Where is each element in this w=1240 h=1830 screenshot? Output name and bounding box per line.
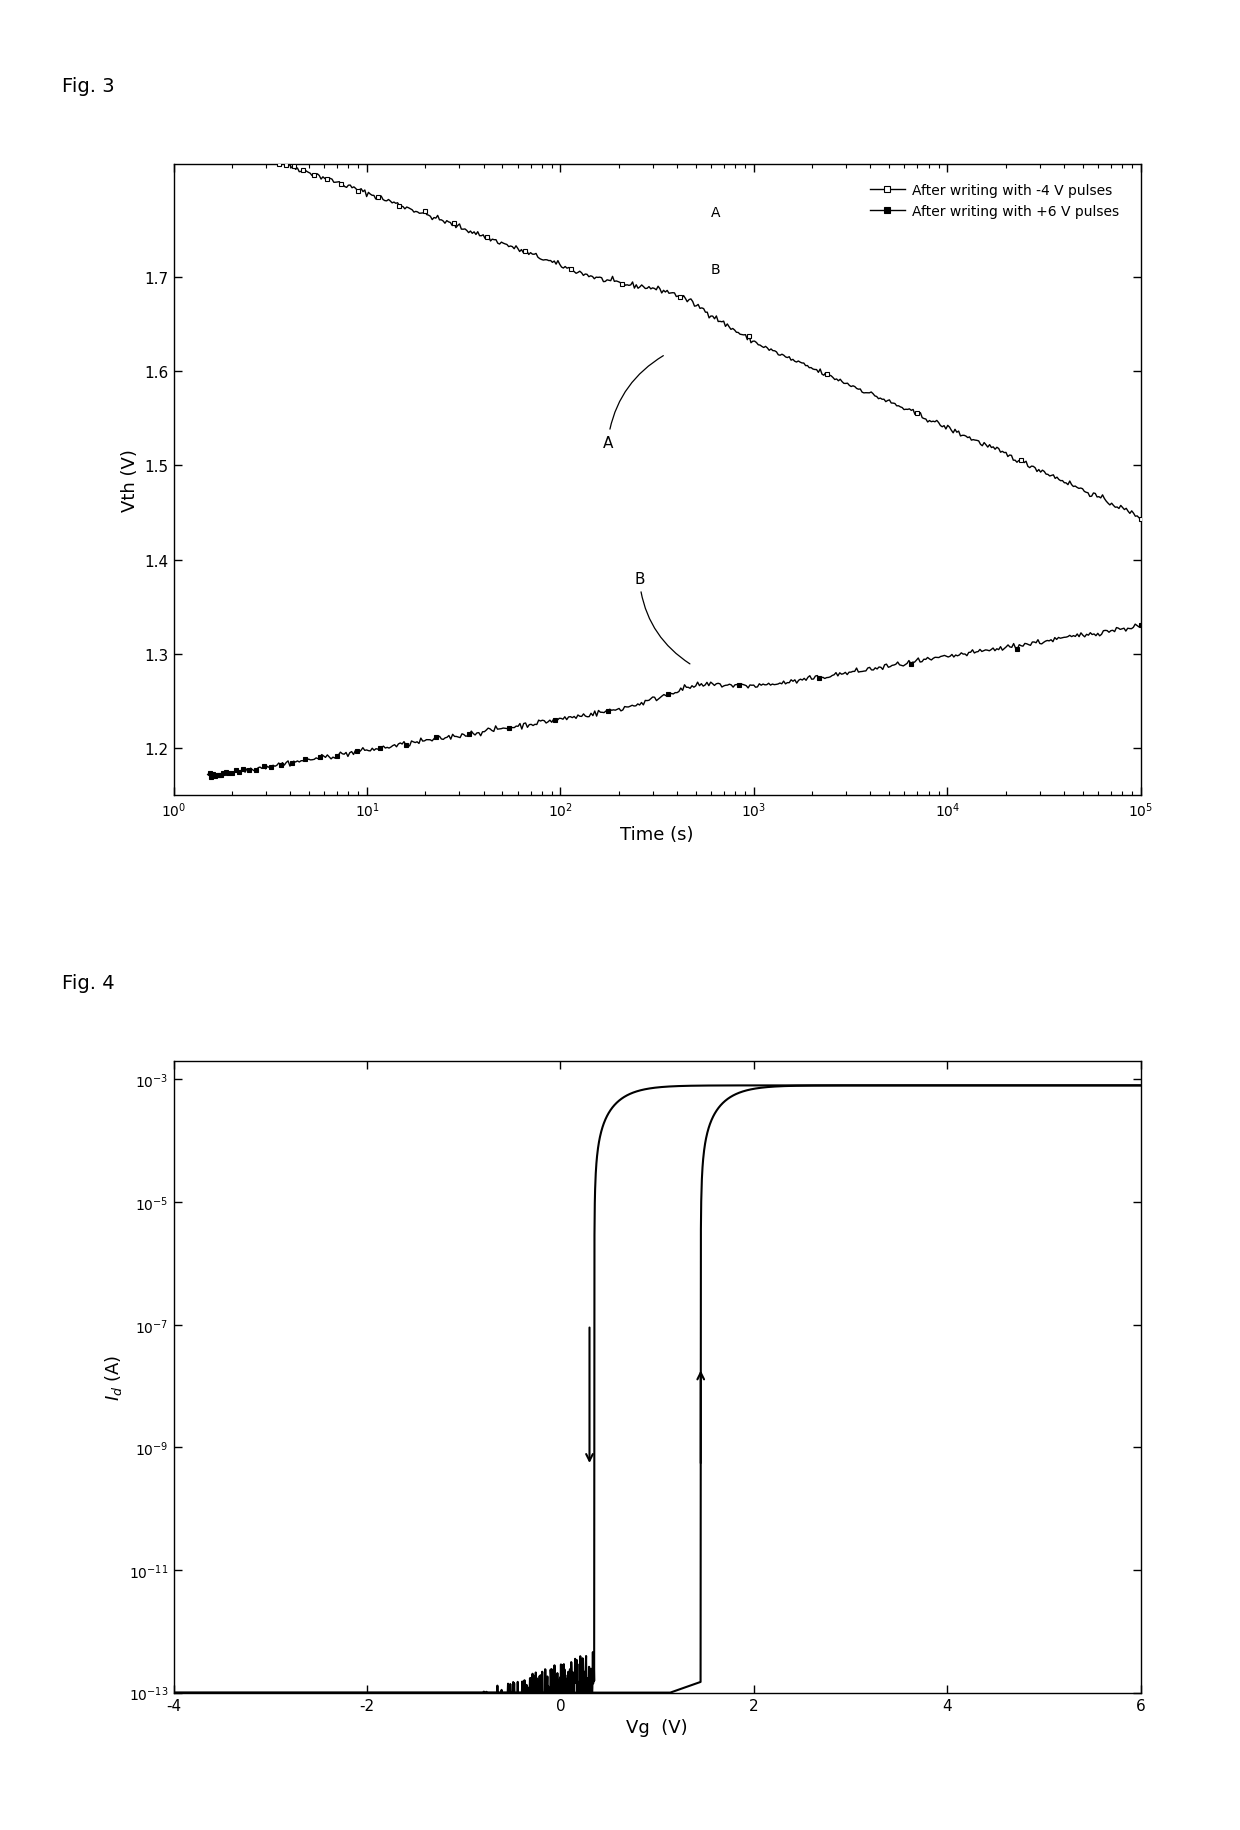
Text: B: B: [711, 262, 720, 276]
Text: B: B: [634, 573, 689, 664]
Text: Fig. 4: Fig. 4: [62, 974, 114, 992]
X-axis label: Vg  (V): Vg (V): [626, 1718, 688, 1737]
Text: A: A: [603, 357, 663, 450]
Text: Fig. 3: Fig. 3: [62, 77, 114, 95]
Y-axis label: Vth (V): Vth (V): [122, 448, 139, 512]
Text: A: A: [711, 205, 720, 220]
Legend: After writing with -4 V pulses, After writing with +6 V pulses: After writing with -4 V pulses, After wr…: [864, 178, 1125, 223]
Y-axis label: $I_d$ (A): $I_d$ (A): [103, 1354, 124, 1400]
X-axis label: Time (s): Time (s): [620, 825, 694, 844]
